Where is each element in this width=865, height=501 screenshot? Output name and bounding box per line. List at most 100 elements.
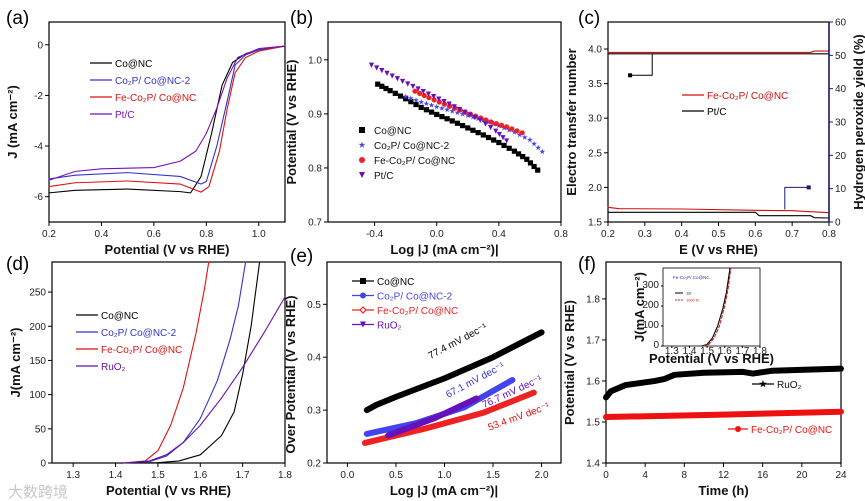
legend-label: RuO₂ [777,380,802,391]
y-tick-label: 3.0 [588,114,602,125]
legend-item: Co₂P/ Co@NC-2 [90,76,191,87]
legend-marker [360,278,366,284]
data-point [436,96,442,102]
data-point [506,127,513,133]
y-tick-label: 0.4 [307,353,321,364]
y-axis-label: Potential (V vs RHE) [284,60,299,185]
x-tick-label: 24 [835,470,847,481]
data-point [456,106,463,113]
legend-marker [359,172,365,178]
x-tick-label: 0.8 [554,229,568,240]
x-tick-label: 20 [796,470,808,481]
y-axis-label: Over Potential (V vs RHE) [283,295,298,453]
series-line [701,267,731,347]
data-point [449,118,455,124]
legend-item: Fe-Co₂P/ Co@NC [90,93,196,104]
series-line [123,261,247,464]
x-tick-label: 1.5 [700,346,714,357]
y-tick-label: 2.5 [588,148,602,159]
y-tick-label: 200 [642,300,659,311]
data-point [475,130,481,136]
panel-e: 0.0 0.5 1.0 1.5 2.0 0.2 0.3 0.4 0.5 Log |J (mA cm… [283,246,562,498]
y-tick-label: 1.4 [586,459,600,470]
y-tick-label: 1.7 [586,335,600,346]
data-point [383,85,389,92]
data-point [470,127,476,133]
data-point [399,78,406,85]
x-tick-label: 2.0 [535,470,549,481]
y-axis-label: Potential (V vs RHE) [562,300,577,425]
legend-label: Fe-Co₂P/ Co@NC [707,91,788,102]
y-tick-label: 1.8 [586,294,600,305]
series-line [603,408,844,421]
x-tick-label: 0.5 [389,470,403,481]
inset-legend-label: 1000 th [686,298,699,303]
data-point [410,83,416,90]
right-y-tick-label: 30 [835,118,847,129]
inset-chart: 1.3 1.4 1.5 1.6 1.7 1.8 0 100 200 300 Potential (V… [632,267,774,366]
y-tick-label: 0.5 [307,300,321,311]
data-point [477,117,483,123]
x-tick-label: -0.4 [366,229,384,240]
data-point [454,109,461,116]
data-point [392,90,398,96]
panel-a: 0.2 0.4 0.6 0.8 1.0 0 -2 -4 -6 Potential (V vs RH… [5,8,286,257]
y-axis-label: J (mA cm⁻²) [5,85,20,159]
pointer-marker [806,185,811,190]
legend-label: Co@NC [101,311,138,322]
legend-label: Co₂P/ Co@NC-2 [115,76,191,87]
data-point [465,125,471,131]
data-point [402,93,409,100]
legend-label: Co@NC [115,59,152,70]
y-axis-label: Electro transfer number [564,48,579,195]
plot-frame [48,21,286,223]
y-tick-label: 1.5 [588,218,602,229]
x-tick-label: 0.0 [430,229,444,240]
data-point [524,156,530,162]
data-point [434,111,440,118]
x-axis-label: Potential (V vs RHE) [106,483,231,498]
x-tick-label: 0.3 [638,229,652,240]
data-point [441,99,447,105]
series-line [123,261,261,464]
legend-item: Fe-Co₂P/ Co@NC [359,156,455,167]
x-tick-label: 0.6 [147,229,161,240]
legend-item: Pt/C [90,110,134,121]
legend-item: RuO₂ [352,321,402,332]
x-axis-label: Log |J (mA cm⁻²)| [390,483,498,498]
x-tick-label: 4 [642,470,648,481]
x-tick-label: 1.7 [236,470,250,481]
series-line [607,50,830,53]
data-point [405,81,411,87]
right-y-tick-label: 10 [835,184,847,195]
panel-label: (c) [578,8,600,29]
data-point [516,131,523,138]
x-tick-label: 1.5 [486,470,500,481]
panel-d: 1.3 1.4 1.5 1.6 1.7 1.8 0 50 100 150 200 250 Potenti… [6,254,292,498]
data-point [480,132,486,138]
series-line [48,45,286,185]
data-point [423,100,430,107]
x-tick-label: 0.4 [675,229,689,240]
data-point [428,109,435,115]
data-point [441,101,448,107]
x-tick-label: 1.0 [252,229,266,240]
watermark: 大数跨境 [8,483,68,501]
series-line [607,211,830,219]
legend-label: Fe-Co₂P/ Co@NC [115,93,196,104]
legend-label: Fe-Co₂P/ Co@NC [377,306,458,317]
legend-label: Co₂P/ Co@NC-2 [101,328,177,339]
legend-item: Fe-Co₂P/ Co@NC [352,306,458,317]
x-tick-label: 1.0 [438,470,452,481]
x-tick-label: 1.7 [735,346,749,357]
data-point [521,134,528,140]
data-point [514,128,520,134]
legend-item: Fe-Co₂P/ Co@NC [682,91,788,102]
legend-label: Fe-Co₂P/ Co@NC [374,156,455,167]
data-point [420,88,426,95]
y-tick-label: 1.5 [586,417,600,428]
plot-frame [327,21,562,223]
data-point [384,70,390,76]
data-point [375,81,381,87]
